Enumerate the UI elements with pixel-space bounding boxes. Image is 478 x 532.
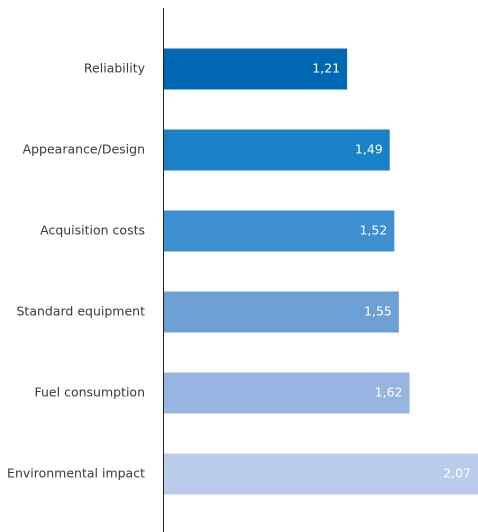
bar-3 bbox=[163, 291, 399, 333]
value-label: 1,52 bbox=[359, 223, 387, 238]
category-labels: Reliability Appearance/Design Acquisition … bbox=[7, 61, 146, 481]
value-label: 1,49 bbox=[355, 142, 383, 157]
category-label: Acquisition costs bbox=[40, 223, 145, 238]
category-label: Environmental impact bbox=[7, 466, 145, 481]
bar-2 bbox=[163, 210, 395, 252]
bar-5 bbox=[163, 453, 478, 495]
bar-1 bbox=[163, 129, 390, 171]
bar-4 bbox=[163, 372, 410, 414]
category-label: Fuel consumption bbox=[35, 385, 146, 400]
value-labels: 1,21 1,49 1,52 1,55 1,62 2,07 bbox=[312, 61, 471, 481]
category-label: Reliability bbox=[84, 61, 146, 76]
category-label: Appearance/Design bbox=[23, 142, 145, 157]
value-label: 2,07 bbox=[443, 466, 471, 481]
bars-group bbox=[163, 48, 478, 495]
value-label: 1,21 bbox=[312, 61, 340, 76]
bar-0 bbox=[163, 48, 348, 90]
value-label: 1,62 bbox=[375, 385, 403, 400]
category-label: Standard equipment bbox=[17, 304, 146, 319]
value-label: 1,55 bbox=[364, 304, 392, 319]
